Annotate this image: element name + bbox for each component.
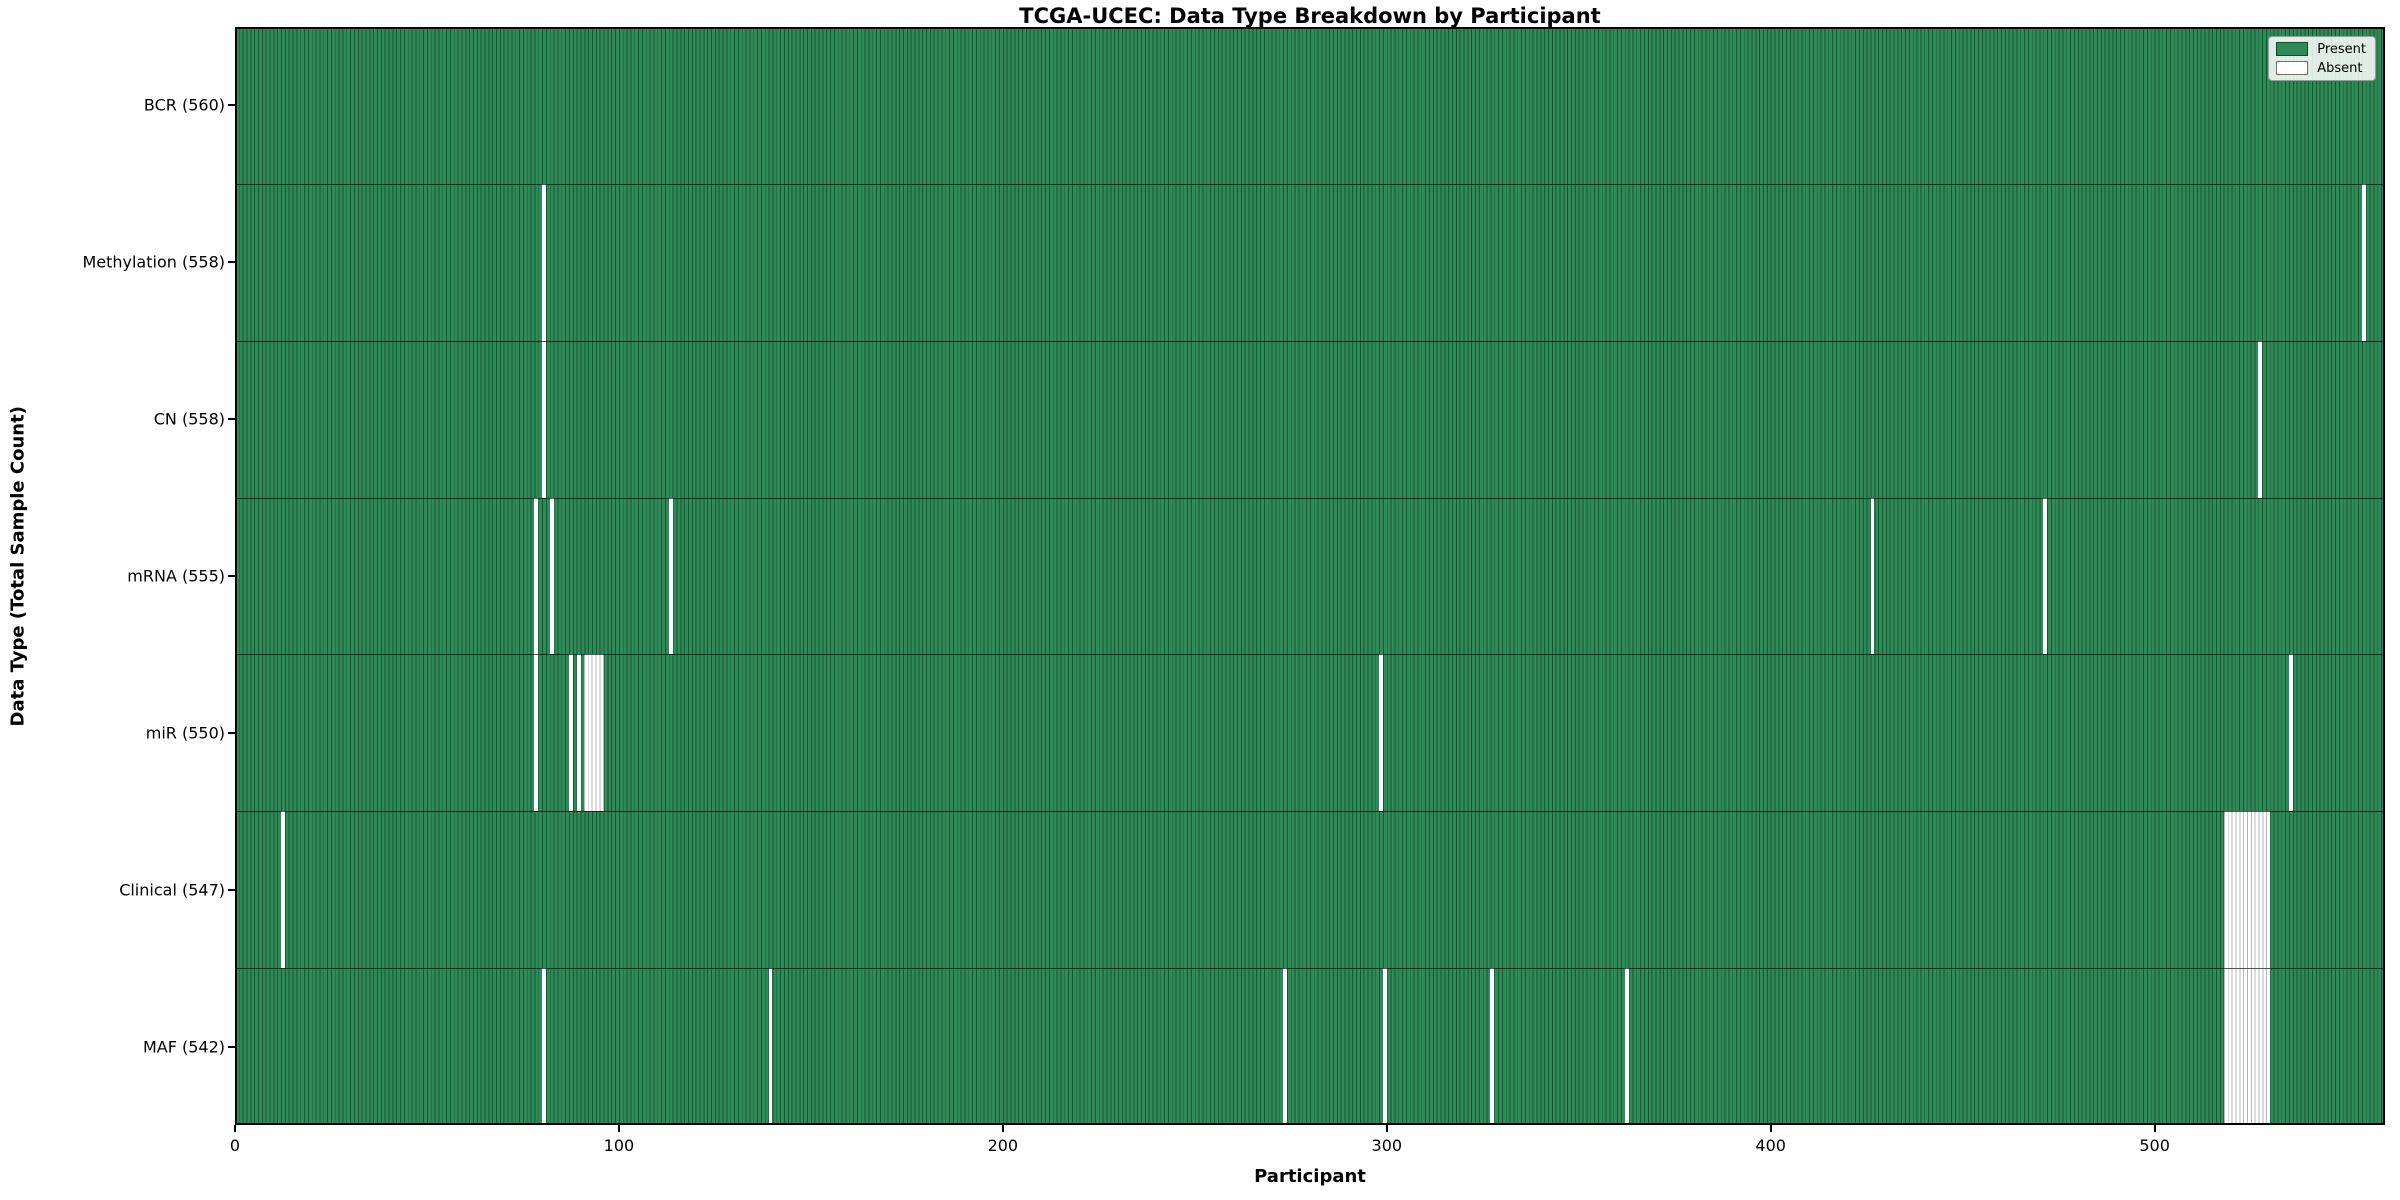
xtick-label-200: 200	[987, 1136, 1019, 1155]
row-separator	[235, 811, 2385, 813]
absent-gap-clinical	[281, 811, 285, 969]
xtick-mark	[617, 1125, 620, 1132]
absent-gap-maf	[1490, 968, 1495, 1125]
legend-entry-absent: Absent	[2276, 61, 2366, 75]
ytick-label-bcr: BCR (560)	[143, 95, 225, 115]
absent-gap-mrna	[668, 497, 673, 655]
absent-gap-maf	[1382, 968, 1387, 1125]
x-axis-label: Participant	[1254, 1166, 1366, 1187]
xtick-mark	[2153, 1125, 2156, 1132]
absent-gap-clinical	[2223, 811, 2270, 969]
absent-gap-methylation	[542, 183, 546, 341]
xtick-label-500: 500	[2139, 1136, 2170, 1155]
absent-gap-maf	[1283, 968, 1287, 1125]
xtick-mark	[1001, 1125, 1004, 1132]
absent-gap-mrna	[549, 497, 554, 655]
ytick-mark	[228, 888, 235, 891]
ytick-label-mir: miR (550)	[145, 723, 225, 743]
absent-gap-maf	[542, 968, 546, 1125]
plot-area: Present Absent	[235, 27, 2385, 1125]
absent-gap-mir	[569, 654, 573, 812]
row-methylation	[235, 183, 2385, 341]
xtick-label-0: 0	[229, 1136, 241, 1155]
xtick-label-300: 300	[1371, 1136, 1403, 1155]
absent-gap-mir	[576, 654, 581, 812]
absent-gap-mrna	[534, 497, 539, 655]
absent-gap-maf	[1624, 968, 1629, 1125]
row-maf	[235, 968, 2385, 1125]
row-separator	[235, 183, 2385, 185]
ytick-mark	[228, 731, 235, 734]
absent-gap-methylation	[2361, 183, 2366, 341]
absent-gap-maf	[2223, 968, 2270, 1125]
row-cn	[235, 340, 2385, 498]
absent-gap-cn	[2258, 340, 2263, 498]
xtick-label-400: 400	[1755, 1136, 1786, 1155]
legend-label-present: Present	[2317, 41, 2366, 57]
absent-swatch-icon	[2276, 61, 2309, 75]
present-swatch-icon	[2276, 42, 2309, 56]
ytick-label-clinical: Clinical (547)	[119, 880, 225, 900]
ytick-mark	[228, 1045, 235, 1048]
absent-gap-mir	[584, 654, 604, 812]
row-mrna	[235, 497, 2385, 655]
ytick-mark	[228, 261, 235, 264]
row-mir	[235, 654, 2385, 812]
xtick-mark	[234, 1125, 236, 1132]
row-separator	[235, 968, 2385, 970]
ytick-label-methylation: Methylation (558)	[82, 252, 225, 272]
xtick-mark	[1769, 1125, 1772, 1132]
ytick-label-maf: MAF (542)	[142, 1037, 225, 1057]
row-clinical	[235, 811, 2385, 969]
legend-label-absent: Absent	[2317, 60, 2363, 76]
row-bcr	[235, 27, 2385, 184]
row-separator	[235, 654, 2385, 656]
ytick-mark	[228, 418, 235, 421]
absent-gap-maf	[768, 968, 773, 1125]
xtick-label-100: 100	[603, 1136, 635, 1155]
absent-gap-mrna	[1870, 497, 1875, 655]
ytick-mark	[228, 575, 235, 577]
absent-gap-cn	[542, 340, 546, 498]
ytick-label-cn: CN (558)	[153, 409, 225, 429]
row-separator	[235, 340, 2385, 342]
legend-entry-present: Present	[2276, 42, 2366, 56]
legend: Present Absent	[2268, 36, 2376, 81]
absent-gap-mir	[1379, 654, 1383, 812]
absent-gap-mrna	[2043, 497, 2048, 655]
absent-gap-mir	[534, 654, 539, 812]
chart-title: TCGA-UCEC: Data Type Breakdown by Partic…	[1019, 4, 1601, 28]
xtick-mark	[1385, 1125, 1388, 1132]
absent-gap-mir	[2289, 654, 2293, 812]
row-separator	[235, 497, 2385, 499]
ytick-label-mrna: mRNA (555)	[127, 566, 225, 586]
y-axis-label: Data Type (Total Sample Count)	[7, 406, 29, 727]
ytick-mark	[228, 104, 235, 107]
